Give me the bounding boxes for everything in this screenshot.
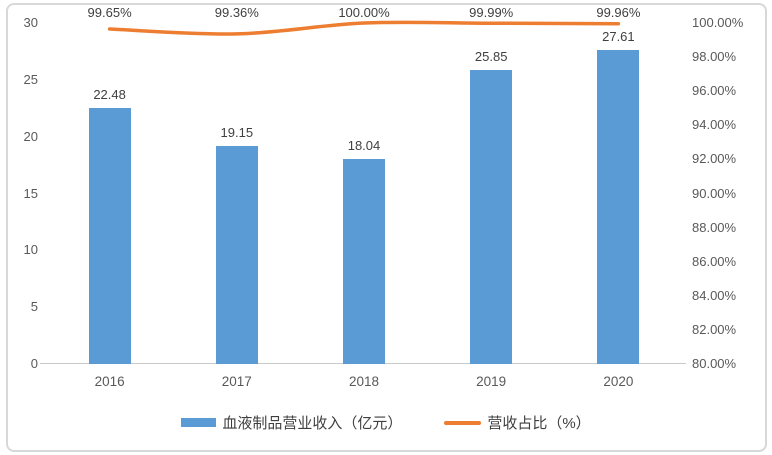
bar-2018 [343,158,385,364]
x-axis-label-2016: 2016 [94,374,125,389]
x-axis-label-2017: 2017 [221,374,252,389]
bar-2017 [215,146,258,364]
line-point-label-2019: 99.99% [469,5,514,20]
left-axis-tick-6: 0 [30,356,38,371]
right-axis-tick-1: 98.00% [692,49,737,65]
left-axis-tick-2: 20 [23,128,38,144]
legend-label-revenue: 血液制品营业收入（亿元） [222,415,403,432]
line-point-label-2020: 99.96% [596,5,641,20]
bar-value-label-2019: 25.85 [474,49,508,65]
left-axis-tick-1: 25 [23,71,38,87]
right-axis-tick-8: 84.00% [692,287,737,303]
left-axis-tick-0: 30 [23,15,38,30]
revenue-share-line [107,20,621,36]
right-axis-tick-9: 82.00% [692,321,737,337]
right-axis-tick-5: 90.00% [692,185,737,201]
line-point-label-2016: 99.65% [87,5,132,20]
right-axis-tick-0: 100.00% [692,15,744,30]
bar-value-label-2017: 19.15 [220,125,254,141]
line-point-label-2017: 99.36% [214,5,259,20]
right-axis-tick-6: 88.00% [692,219,737,235]
bar-2016 [88,108,131,364]
legend-label-ratio: 营收占比（%） [487,415,591,432]
right-axis-tick-2: 96.00% [692,83,737,99]
x-axis-label-2019: 2019 [476,374,507,389]
line-point-label-2018: 100.00% [338,5,390,20]
line-series-marker-icon [444,420,482,425]
bar-2020 [597,50,640,364]
right-axis-tick-10: 80.00% [692,356,737,371]
bar-value-label-2016: 22.48 [93,87,126,103]
bar-2019 [470,70,513,364]
left-axis-tick-3: 15 [23,185,38,201]
x-axis-label-2020: 2020 [603,374,634,389]
legend-item-ratio: 营收占比（%） [444,412,591,433]
bar-series-swatch-icon [181,418,217,427]
right-axis-tick-7: 86.00% [692,253,737,269]
x-axis-label-2018: 2018 [348,374,380,389]
bar-value-label-2018: 18.04 [347,137,381,153]
legend: 血液制品营业收入（亿元） 营收占比（%） [0,412,772,433]
left-axis-tick-4: 10 [23,242,38,258]
right-axis-tick-3: 94.00% [692,117,737,133]
chart-frame [6,3,767,452]
legend-item-revenue: 血液制品营业收入（亿元） [181,412,402,433]
right-axis-tick-4: 92.00% [692,151,737,167]
left-axis-tick-5: 5 [30,299,38,315]
bar-value-label-2020: 27.61 [602,29,635,45]
